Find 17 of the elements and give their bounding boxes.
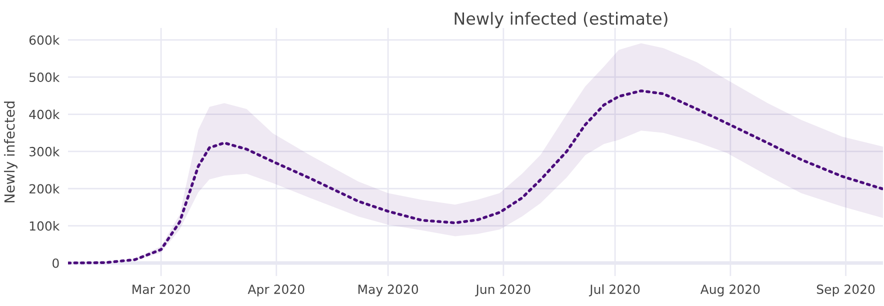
x-tick-label: Jun 2020 — [475, 284, 530, 296]
x-tick-label: Mar 2020 — [132, 284, 190, 294]
y-tick-label: 0 — [52, 258, 59, 268]
y-tick-label: 400k — [29, 110, 60, 120]
y-tick-label: 500k — [30, 72, 60, 82]
y-tick-label: 300k — [30, 146, 60, 156]
x-tick-label: Aug 2020 — [700, 284, 760, 296]
x-tick-label: Apr 2020 — [248, 284, 304, 296]
x-tick-label: Jul 2020 — [588, 284, 640, 296]
chart-title: Newly infected (estimate) — [454, 12, 668, 28]
y-axis-title: Newly infected — [4, 102, 18, 202]
y-tick-label: 600k — [29, 35, 60, 45]
y-tick-label: 200k — [29, 184, 60, 194]
x-tick-label: May 2020 — [358, 284, 418, 296]
line-series — [68, 89, 883, 264]
y-tick-label: 100k — [30, 221, 60, 231]
x-tick-label: Sep 2020 — [816, 284, 875, 296]
